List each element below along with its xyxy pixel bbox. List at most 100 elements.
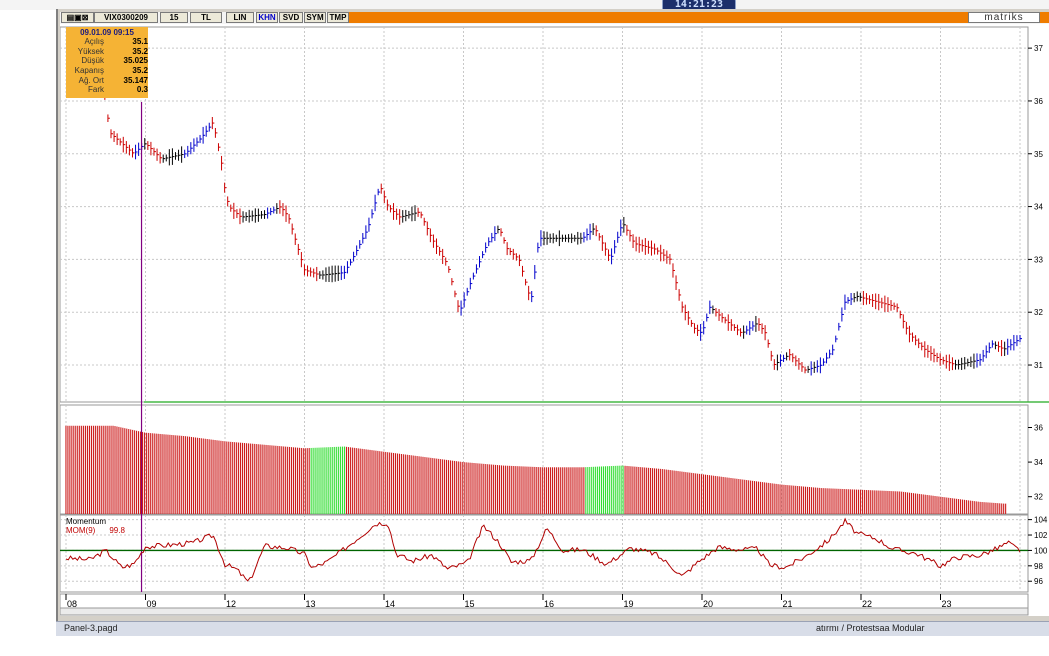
volume-bar xyxy=(538,467,540,514)
momentum-current-value: 99.8 xyxy=(109,526,125,535)
price-bars xyxy=(101,63,1022,376)
price-tick-label: 32 xyxy=(1034,308,1043,317)
volume-bar xyxy=(797,486,799,514)
volume-bar xyxy=(595,466,597,514)
tmp-button[interactable]: TMP xyxy=(327,12,349,23)
volume-bar xyxy=(553,467,555,514)
volume-bar xyxy=(1003,503,1005,514)
volume-bar xyxy=(828,488,830,514)
volume-bar xyxy=(371,450,373,514)
volume-bar xyxy=(81,425,83,514)
volume-bar xyxy=(612,465,614,514)
info-value: 35.1 xyxy=(132,37,148,46)
volume-bar xyxy=(153,433,155,514)
volume-bar xyxy=(608,466,610,514)
volume-bar xyxy=(440,459,442,514)
volume-bar xyxy=(351,447,353,514)
volume-bar xyxy=(400,453,402,514)
volume-bar xyxy=(626,465,628,514)
khn-button[interactable]: KHN xyxy=(256,12,278,23)
volume-bar xyxy=(834,488,836,514)
volume-bar xyxy=(791,485,793,514)
volume-bar xyxy=(404,454,406,514)
x-tick-label: 22 xyxy=(862,599,872,609)
volume-bar xyxy=(481,463,483,514)
volume-bar xyxy=(277,445,279,514)
volume-bar xyxy=(318,447,320,514)
scale-button[interactable]: LIN xyxy=(226,12,254,23)
momentum-panel xyxy=(60,514,1029,593)
volume-bar xyxy=(163,434,165,514)
momentum-legend: MOM(9) 99.8 xyxy=(66,526,125,535)
volume-bar xyxy=(243,443,246,514)
volume-bar xyxy=(857,489,860,514)
volume-bar xyxy=(565,467,567,514)
volume-bar xyxy=(832,488,834,514)
volume-bar xyxy=(141,432,144,514)
volume-bar xyxy=(865,490,867,514)
svd-button[interactable]: SVD xyxy=(279,12,303,23)
x-tick-label: 16 xyxy=(544,599,554,609)
volume-bar xyxy=(763,482,765,514)
volume-bar xyxy=(190,436,193,514)
toolbar-menu-icons[interactable]: ▤▣⊠ xyxy=(61,12,94,23)
interval-button[interactable]: 15 xyxy=(160,12,188,23)
info-label: Kapanış xyxy=(74,66,104,76)
volume-bar xyxy=(712,475,714,514)
sym-button[interactable]: SYM xyxy=(304,12,326,23)
volume-bar xyxy=(147,432,149,514)
volume-bar xyxy=(610,466,612,514)
price-tick-label: 33 xyxy=(1034,255,1043,264)
volume-bar xyxy=(544,467,546,514)
currency-button[interactable]: TL xyxy=(190,12,222,23)
volume-bar xyxy=(852,489,854,514)
volume-bar xyxy=(130,429,132,514)
volume-bar xyxy=(296,447,298,514)
volume-bar xyxy=(636,466,638,514)
volume-bar xyxy=(675,470,677,514)
volume-bar xyxy=(261,444,263,514)
volume-bar xyxy=(471,462,473,514)
volume-bar xyxy=(453,460,455,514)
volume-bar xyxy=(850,489,852,514)
volume-bar xyxy=(491,464,493,514)
volume-bar xyxy=(110,425,112,514)
volume-bar xyxy=(196,437,198,514)
volume-bar xyxy=(361,448,363,514)
volume-bar xyxy=(859,489,862,514)
volume-bar xyxy=(502,465,504,514)
volume-bar xyxy=(920,494,922,514)
volume-bar xyxy=(455,461,457,514)
volume-bar xyxy=(885,490,887,514)
price-tick-label: 36 xyxy=(1034,97,1043,106)
volume-bar xyxy=(897,491,899,514)
volume-bars xyxy=(65,425,1007,514)
volume-bar xyxy=(577,467,579,514)
volume-bar xyxy=(112,425,114,514)
volume-bar xyxy=(145,432,147,514)
volume-bar xyxy=(394,453,397,514)
volume-bar xyxy=(810,487,812,514)
volume-bar xyxy=(432,458,434,514)
volume-bar xyxy=(363,449,365,514)
chart-svg[interactable]: 31 32 33 34 35 36 37 32 34 36 96 98 100 102 104 08 09 12 1… xyxy=(60,24,1049,616)
volume-bar xyxy=(259,444,261,514)
volume-bar xyxy=(357,448,359,514)
volume-bar xyxy=(973,501,975,514)
volume-bar xyxy=(338,446,340,514)
volume-bar xyxy=(77,425,79,514)
volume-bar xyxy=(424,457,426,514)
volume-bar xyxy=(879,490,881,514)
volume-bar xyxy=(806,486,809,514)
volume-bar xyxy=(628,466,630,514)
volume-bar xyxy=(391,452,393,514)
volume-bar xyxy=(444,459,446,514)
symbol-field[interactable]: VIX0300209 xyxy=(94,12,158,23)
volume-bar xyxy=(520,466,522,514)
volume-bar xyxy=(137,431,140,514)
volume-bar xyxy=(226,441,228,514)
volume-bar xyxy=(753,481,756,514)
volume-bar xyxy=(928,495,930,514)
info-row-high: Yüksek 35.2 xyxy=(66,47,148,57)
volume-bar xyxy=(728,477,730,514)
